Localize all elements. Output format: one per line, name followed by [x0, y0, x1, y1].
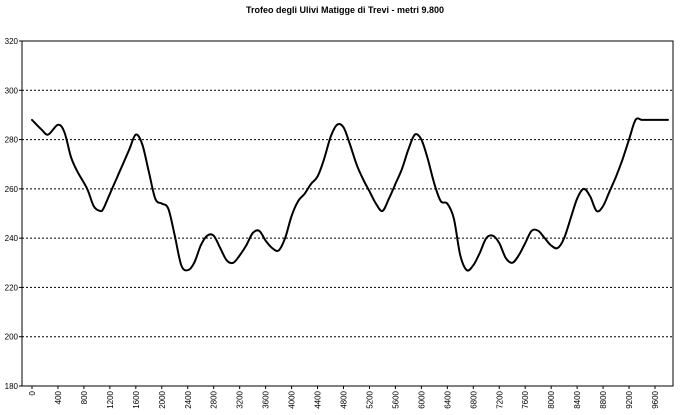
x-tick-label: 8400 — [573, 390, 582, 408]
x-tick-label: 5200 — [365, 390, 374, 408]
plot-area — [21, 40, 674, 387]
y-tick-label: 200 — [5, 333, 19, 342]
y-tick-label: 280 — [5, 136, 19, 145]
grid-lines — [22, 89, 673, 338]
x-tick-label: 0 — [28, 390, 37, 395]
x-tick-label: 4000 — [288, 390, 297, 408]
x-tick-label: 4800 — [340, 390, 349, 408]
x-tick-label: 9200 — [625, 390, 634, 408]
x-tick-label: 6400 — [443, 390, 452, 408]
y-tick-label: 240 — [5, 234, 19, 243]
y-tick-label: 300 — [5, 86, 19, 95]
x-tick-label: 3200 — [236, 390, 245, 408]
x-tick-label: 6800 — [469, 390, 478, 408]
x-tick-label: 7600 — [521, 390, 530, 408]
x-tick-label: 2000 — [158, 390, 167, 408]
x-tick-label: 3600 — [262, 390, 271, 408]
y-tick-label: 220 — [5, 283, 19, 292]
x-tick-label: 400 — [54, 390, 63, 404]
y-tick-label: 260 — [5, 185, 19, 194]
x-tick-label: 1200 — [106, 390, 115, 408]
x-tick-label: 7200 — [495, 390, 504, 408]
x-tick-label: 2800 — [210, 390, 219, 408]
x-tick-label: 800 — [80, 390, 89, 404]
x-tick-label: 2400 — [184, 390, 193, 408]
x-axis: 0 400 800 1200 1600 2000 2400 2800 3200 3600 4000 4… — [28, 386, 660, 409]
y-tick-label: 180 — [5, 382, 19, 391]
chart-title: Trofeo degli Ulivi Matigge di Trevi - me… — [246, 5, 444, 15]
x-tick-label: 8800 — [599, 390, 608, 408]
y-axis: 180 200 220 240 260 280 300 320 — [5, 37, 22, 391]
y-tick-label: 320 — [5, 37, 19, 46]
x-tick-label: 9600 — [651, 390, 660, 408]
x-tick-label: 4400 — [314, 390, 323, 408]
x-tick-label: 1600 — [132, 390, 141, 408]
x-tick-label: 8000 — [547, 390, 556, 408]
series-line — [31, 117, 669, 272]
x-tick-label: 6000 — [417, 390, 426, 408]
x-tick-label: 5600 — [391, 390, 400, 408]
